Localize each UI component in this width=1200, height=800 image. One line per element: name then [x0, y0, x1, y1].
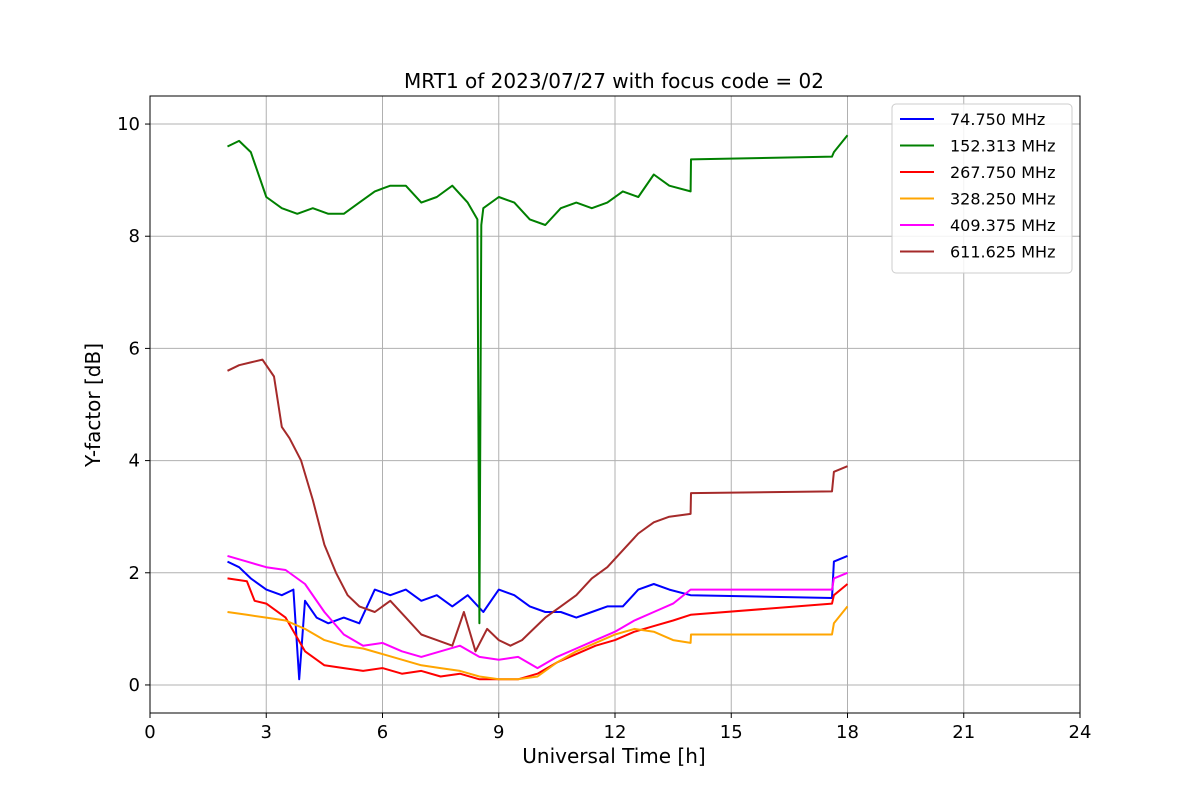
x-tick-label: 3	[261, 722, 272, 743]
series-line-3	[227, 577, 849, 681]
x-tick-label: 15	[720, 722, 743, 743]
series-line-6	[227, 358, 848, 653]
x-tick-label: 12	[604, 722, 627, 743]
y-tick-label: 4	[129, 451, 140, 472]
x-axis-label: Universal Time [h]	[522, 744, 705, 768]
x-tick-label: 24	[1069, 722, 1092, 743]
y-tick-label: 2	[129, 563, 140, 584]
chart-title: MRT1 of 2023/07/27 with focus code = 02	[404, 69, 824, 93]
y-tick-label: 8	[129, 226, 140, 247]
series-line-4	[227, 605, 849, 681]
legend-label: 267.750 MHz	[950, 163, 1055, 182]
y-tick-label: 0	[129, 675, 140, 696]
legend-label: 611.625 MHz	[950, 243, 1055, 262]
x-tick-label: 0	[144, 722, 155, 743]
series-line-2	[227, 134, 849, 625]
legend-label: 328.250 MHz	[950, 190, 1055, 209]
legend-label: 152.313 MHz	[950, 137, 1055, 156]
legend-box	[891, 103, 1073, 274]
x-tick-label: 21	[952, 722, 975, 743]
series-layer	[227, 134, 849, 681]
y-axis-label: Y-factor [dB]	[81, 343, 105, 468]
y-tick-label: 6	[129, 338, 140, 359]
y-tick-label: 10	[117, 114, 140, 135]
x-tick-label: 18	[836, 722, 859, 743]
series-line-1	[227, 554, 848, 681]
legend-label: 74.750 MHz	[950, 110, 1045, 129]
x-tick-label: 6	[377, 722, 388, 743]
legend: 74.750 MHz 152.313 MHz 267.750 MHz 328.250 …	[891, 103, 1073, 274]
series-line-5	[227, 554, 848, 670]
legend-label: 409.375 MHz	[950, 216, 1055, 235]
x-tick-label: 9	[493, 722, 504, 743]
